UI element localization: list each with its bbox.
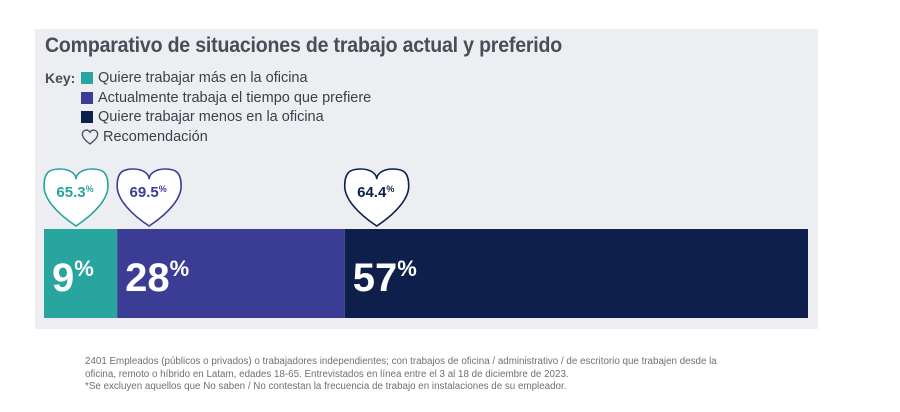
- footnote-line: oficina, remoto o híbrido en Latam, edad…: [85, 368, 569, 380]
- legend-label-preferred-time: Actualmente trabaja el tiempo que prefie…: [98, 90, 372, 106]
- chart-title: Comparativo de situaciones de trabajo ac…: [45, 34, 563, 57]
- footnote: 2401 Empleados (públicos o privados) o t…: [85, 356, 805, 394]
- legend-item-more-office: Quiere trabajar más en la oficina: [81, 69, 308, 87]
- heart-outline-icon: [81, 129, 99, 145]
- legend-label-more-office: Quiere trabajar más en la oficina: [98, 70, 308, 86]
- footnote-line: 2401 Empleados (públicos o privados) o t…: [85, 356, 717, 367]
- legend-label-less-office: Quiere trabajar menos en la oficina: [98, 109, 324, 125]
- legend-swatch-preferred-time: [81, 92, 93, 104]
- legend-item-recommendation: Recomendación: [81, 128, 208, 146]
- legend-swatch-more-office: [81, 72, 93, 84]
- legend-item-preferred-time: Actualmente trabaja el tiempo que prefie…: [81, 89, 371, 107]
- legend-label-recommendation: Recomendación: [103, 129, 208, 145]
- legend-item-less-office: Quiere trabajar menos en la oficina: [81, 108, 324, 126]
- footnote-line: *Se excluyen aquellos que No saben / No …: [85, 381, 567, 392]
- legend-key-label: Key:: [45, 70, 76, 86]
- legend-swatch-less-office: [81, 111, 93, 123]
